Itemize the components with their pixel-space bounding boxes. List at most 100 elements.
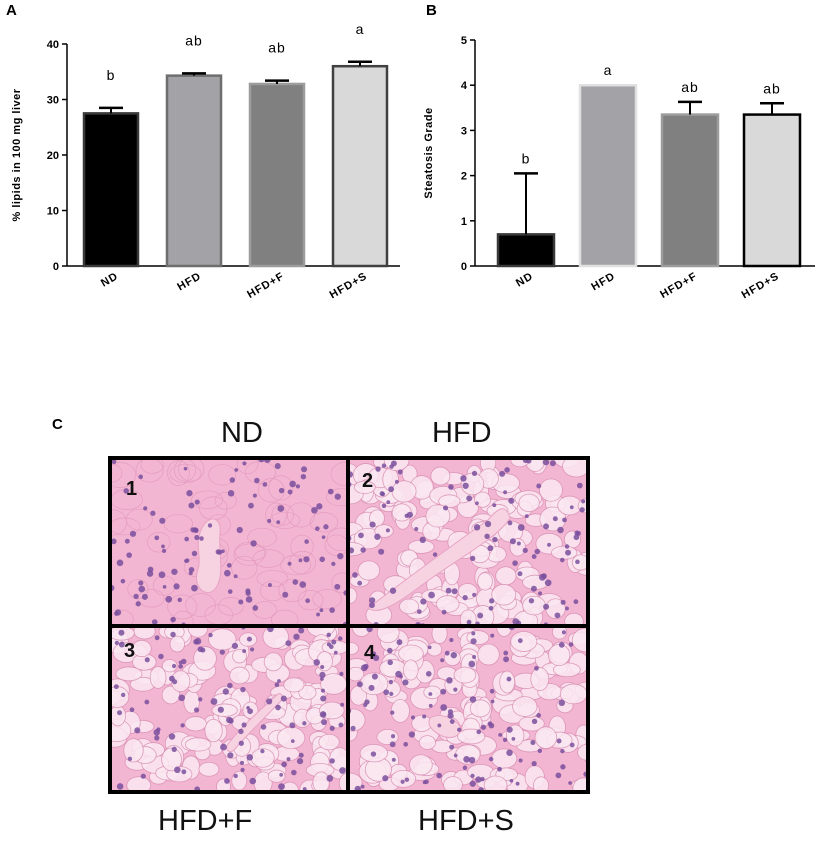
nucleus [534,666,539,671]
lipid-vacuole [110,704,126,727]
nucleus [476,729,482,735]
nucleus [300,473,307,480]
lipid-vacuole [403,659,419,681]
nucleus [538,591,543,596]
nucleus [484,533,490,540]
nucleus [276,520,281,525]
nucleus [238,728,244,735]
nucleus [154,635,160,641]
central-vein [226,693,283,753]
lipid-vacuole [123,738,144,763]
nucleus [542,458,550,466]
nucleus [488,722,495,729]
y-axis-label: % lipids in 100 mg liver [11,88,23,221]
nucleus [395,670,402,678]
nucleus [568,781,572,785]
nucleus [162,585,167,589]
nucleus [400,779,405,784]
nucleus [558,642,565,648]
nucleus [171,568,178,575]
nucleus [138,474,144,480]
y-tick-label: 0 [461,261,467,273]
y-axis-label: Steatosis Grade [423,107,435,198]
lipid-vacuole [518,493,540,513]
nucleus [561,630,566,635]
nucleus [210,698,218,705]
nucleus [289,480,296,488]
nucleus [524,514,529,519]
nucleus [488,605,494,611]
nucleus [381,503,387,509]
nucleus [565,549,571,556]
nucleus [449,744,455,750]
y-tick-label: 40 [47,39,59,51]
nucleus [358,532,364,539]
nucleus [492,536,498,543]
nucleus [547,542,551,547]
nucleus [498,732,503,737]
lipid-vacuole [229,666,250,685]
nucleus [389,741,396,748]
nucleus [394,479,399,484]
lipid-vacuole [477,643,500,666]
nucleus [326,642,332,647]
nucleus [227,752,234,759]
nucleus [422,714,427,719]
cell-outline [125,508,153,531]
nucleus [227,682,233,689]
nucleus [319,671,326,679]
nucleus [516,620,522,626]
nucleus [154,735,160,741]
nucleus [116,783,124,790]
nucleus [472,655,477,659]
nucleus [428,692,433,696]
bar-hfd-plus-f [660,113,720,268]
nucleus [185,558,190,563]
nucleus [446,677,453,684]
lipid-vacuole [232,649,247,664]
nucleus [281,761,287,768]
nucleus [262,482,268,487]
lipid-vacuole [399,598,420,615]
nucleus [274,682,280,688]
nucleus [168,733,176,740]
nucleus [207,523,213,528]
nucleus [158,653,164,660]
nucleus [181,769,187,775]
nucleus [334,493,341,500]
lipid-vacuole [562,458,588,478]
nucleus [222,688,229,695]
nucleus [110,538,117,545]
lipid-vacuole [267,769,286,783]
cell-outline [271,503,294,526]
nucleus [480,776,485,782]
nucleus [534,548,541,555]
nucleus [246,754,254,761]
cell-outline [256,570,289,588]
nucleus [468,756,476,764]
nucleus [506,726,513,733]
central-vein [367,508,511,611]
nucleus [508,497,515,504]
nucleus [503,656,510,663]
label-hfd: HFD [432,417,492,449]
nucleus [188,502,195,509]
nucleus [383,689,390,696]
nucleus [154,535,160,541]
lipid-vacuole [390,769,417,788]
lipid-vacuole [532,776,550,792]
nucleus [260,749,265,754]
nucleus [321,712,326,717]
nucleus [531,718,538,725]
cell-outline [326,488,348,507]
nucleus [528,598,535,604]
nucleus [329,725,335,731]
lipid-vacuole [564,612,584,626]
lipid-vacuole [425,504,451,528]
lipid-vacuole [551,545,578,560]
nucleus [441,609,447,615]
nucleus [338,722,344,728]
lipid-vacuole [491,748,518,769]
nucleus [315,526,320,531]
